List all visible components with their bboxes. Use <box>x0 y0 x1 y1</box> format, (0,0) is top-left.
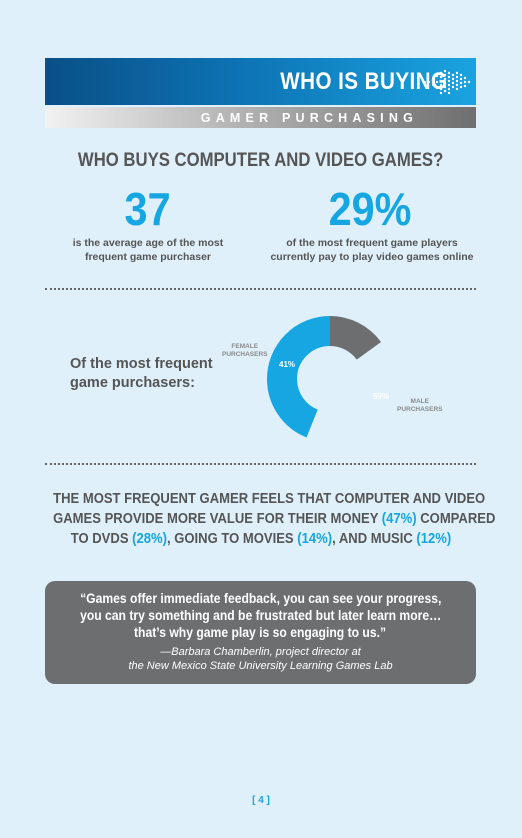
divider <box>45 288 476 290</box>
page-number: [ 4 ] <box>252 795 270 806</box>
summary-line: TO DVDS (28%), GOING TO MOVIES (14%), AN… <box>70 531 452 547</box>
female-percentage-label: 41% <box>279 360 296 369</box>
header-banner: WHO IS BUYING <box>45 58 476 105</box>
section-heading: WHO BUYS COMPUTER AND VIDEO GAMES? <box>78 150 444 171</box>
quote-box: “Games offer immediate feedback, you can… <box>45 581 476 684</box>
male-percentage-label: 59% <box>373 392 390 401</box>
male-purchasers-label: MALE PURCHASERS <box>397 398 443 413</box>
quote-text: “Games offer immediate feedback, you can… <box>79 591 442 640</box>
subtitle-banner: GAMER PURCHASING <box>45 107 476 128</box>
female-slice <box>267 316 393 442</box>
summary-line: THE MOST FREQUENT GAMER FEELS THAT COMPU… <box>53 491 486 507</box>
page-subtitle: GAMER PURCHASING <box>200 110 418 125</box>
stat-average-age: 37 <box>124 183 172 235</box>
stat-online-pay-caption: of the most frequent game players curren… <box>270 237 474 263</box>
quote-attribution: —Barbara Chamberlin, project director at… <box>128 646 393 672</box>
value-summary: THE MOST FREQUENT GAMER FEELS THAT COMPU… <box>30 489 496 549</box>
dotted-arrow-icon <box>424 69 471 95</box>
divider <box>45 463 476 465</box>
purchasers-label: Of the most frequent game purchasers: <box>70 356 213 391</box>
female-purchasers-label: FEMALE PURCHASERS <box>222 343 268 358</box>
stat-online-pay: 29% <box>328 183 412 235</box>
page-title: WHO IS BUYING <box>280 67 448 95</box>
gender-donut-chart <box>267 316 393 442</box>
stat-average-age-caption: is the average age of the most frequent … <box>72 237 224 263</box>
summary-line: GAMES PROVIDE MORE VALUE FOR THEIR MONEY… <box>53 511 496 527</box>
